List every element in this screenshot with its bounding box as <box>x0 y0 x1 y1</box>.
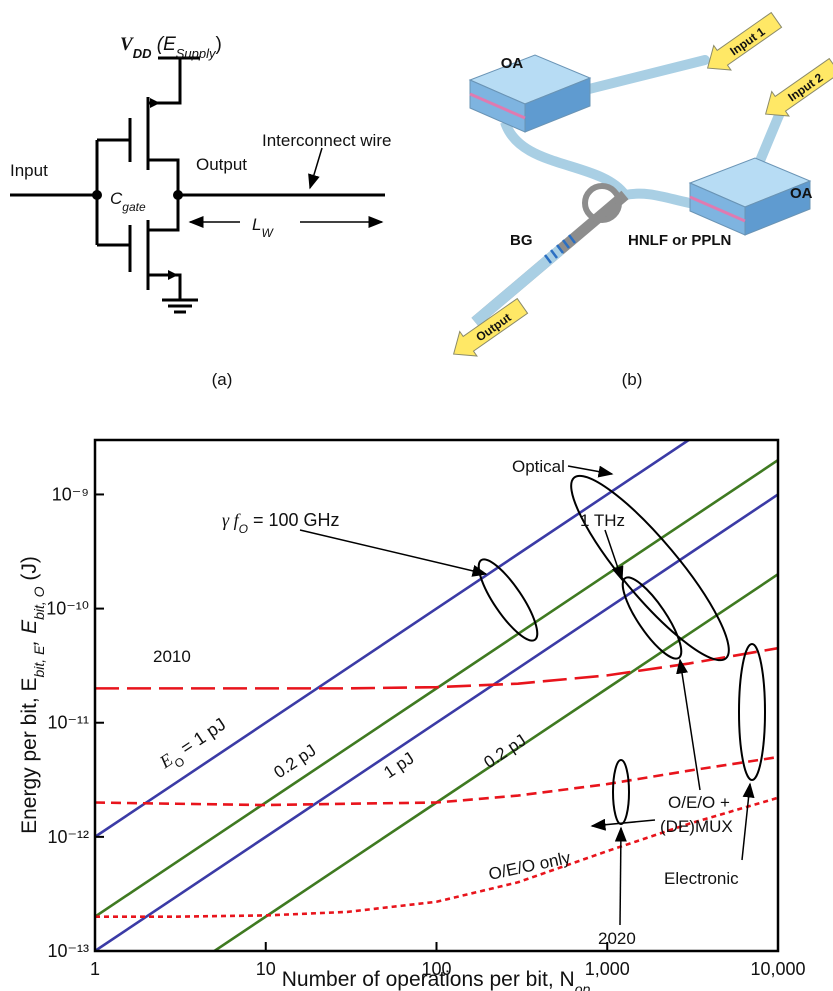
supply-sub: DD <box>133 46 152 61</box>
plot-area <box>95 440 778 951</box>
caption-a: (a) <box>212 370 233 389</box>
circuit-diagram: VDD (ESupply) Interconnect wire Input Ou… <box>10 34 391 389</box>
annotation-text: 0.2 pJ <box>480 731 529 773</box>
wire-length-l: L <box>252 215 261 234</box>
wire-length-label: LW <box>252 215 274 240</box>
y-axis-label-sub: bit, O <box>31 586 47 620</box>
y-tick-label: 10⁻¹² <box>47 827 89 847</box>
supply-end: ) <box>216 34 222 55</box>
x-tick-label: 10 <box>256 959 276 979</box>
supply-e: (E <box>151 34 176 55</box>
annotation-text: γ f <box>222 510 242 530</box>
annotation-shapes <box>299 465 766 926</box>
y-axis-label-text: , E <box>18 619 41 646</box>
wire-label: Interconnect wire <box>262 131 391 150</box>
supply-v: V <box>120 34 134 55</box>
x-axis-label-text: Number of operations per bit, N <box>282 968 575 991</box>
annotation: 0.2 pJ <box>270 741 319 783</box>
annotation-text: = 100 GHz <box>248 510 340 530</box>
y-axis-label: Energy per bit, Ebit, E, Ebit, O (J) <box>18 556 47 834</box>
annotation-sub: O <box>239 522 248 536</box>
x-tick-label: 1,000 <box>585 959 630 979</box>
annotation: 2020 <box>598 929 636 948</box>
annotation-text: Electronic <box>664 869 739 888</box>
x-axis-label: Number of operations per bit, Nop <box>282 968 591 991</box>
annotation: O/E/O + <box>668 793 730 812</box>
supply-label: VDD (ESupply) <box>120 34 222 61</box>
gate-cap-sub: gate <box>122 200 146 214</box>
series-line <box>95 796 778 918</box>
y-axis-label-sub: bit, E <box>31 645 47 678</box>
y-axis-label-text: (J) <box>18 556 41 586</box>
annotation-text: 2010 <box>153 647 191 666</box>
y-tick-label: 10⁻¹³ <box>47 941 89 961</box>
output-label: Output <box>196 155 247 174</box>
annotation-text: (DE)MUX <box>660 817 733 836</box>
supply-esub: Supply <box>176 46 217 61</box>
series-line <box>95 493 778 951</box>
gate-cap-label: Cgate <box>110 189 146 214</box>
gate-cap-c: C <box>110 189 123 208</box>
nonlinear-label: HNLF or PPLN <box>628 232 731 249</box>
annotation: (DE)MUX <box>660 817 733 836</box>
annotation-text: O/E/O only <box>487 848 573 884</box>
annotation: γ fO = 100 GHz <box>222 510 339 536</box>
series-line <box>95 755 778 807</box>
annotation: 1 THz <box>580 511 625 530</box>
annotation: O/E/O only <box>487 848 573 884</box>
amplifier-label: OA <box>790 185 813 202</box>
x-tick-label: 1 <box>90 959 100 979</box>
annotation-text: 1 THz <box>580 511 625 530</box>
annotations: Optical γ fO = 100 GHz 1 THz 2010 O/E/O … <box>153 457 739 948</box>
annotation: Optical <box>512 457 565 476</box>
series-line <box>95 440 692 838</box>
annotation-text: 2020 <box>598 929 636 948</box>
y-tick-label: 10⁻¹⁰ <box>46 599 89 619</box>
grating-label: BG <box>510 232 533 249</box>
annotation-text: 0.2 pJ <box>270 741 319 783</box>
annotation-text: O/E/O + <box>668 793 730 812</box>
annotation: 1 pJ <box>380 749 417 783</box>
annotation-text: Optical <box>512 457 565 476</box>
x-axis-label-sub: op <box>575 981 591 991</box>
y-tick-label: 10⁻⁹ <box>52 484 89 504</box>
annotation: 0.2 pJ <box>480 731 529 773</box>
amplifier-label: OA <box>501 55 524 72</box>
annotation: 2010 <box>153 647 191 666</box>
annotation-text: 1 pJ <box>380 749 417 783</box>
chart: Optical γ fO = 100 GHz 1 THz 2010 O/E/O … <box>18 438 806 991</box>
optical-diagram: Input 1 Input 2 Output OA OA BG HNLF or … <box>452 11 833 389</box>
series-line <box>95 646 778 690</box>
annotation: EO = 1 pJ <box>155 714 233 778</box>
x-tick-label: 10,000 <box>750 959 805 979</box>
y-tick-label: 10⁻¹¹ <box>47 713 89 733</box>
caption-b: (b) <box>622 370 643 389</box>
x-tick-label: 100 <box>421 959 451 979</box>
y-axis-label-text: Energy per bit, E <box>18 677 41 833</box>
series-line <box>212 573 778 951</box>
annotation: Electronic <box>664 869 739 888</box>
wire-length-sub: W <box>261 226 274 240</box>
input-label: Input <box>10 161 48 180</box>
